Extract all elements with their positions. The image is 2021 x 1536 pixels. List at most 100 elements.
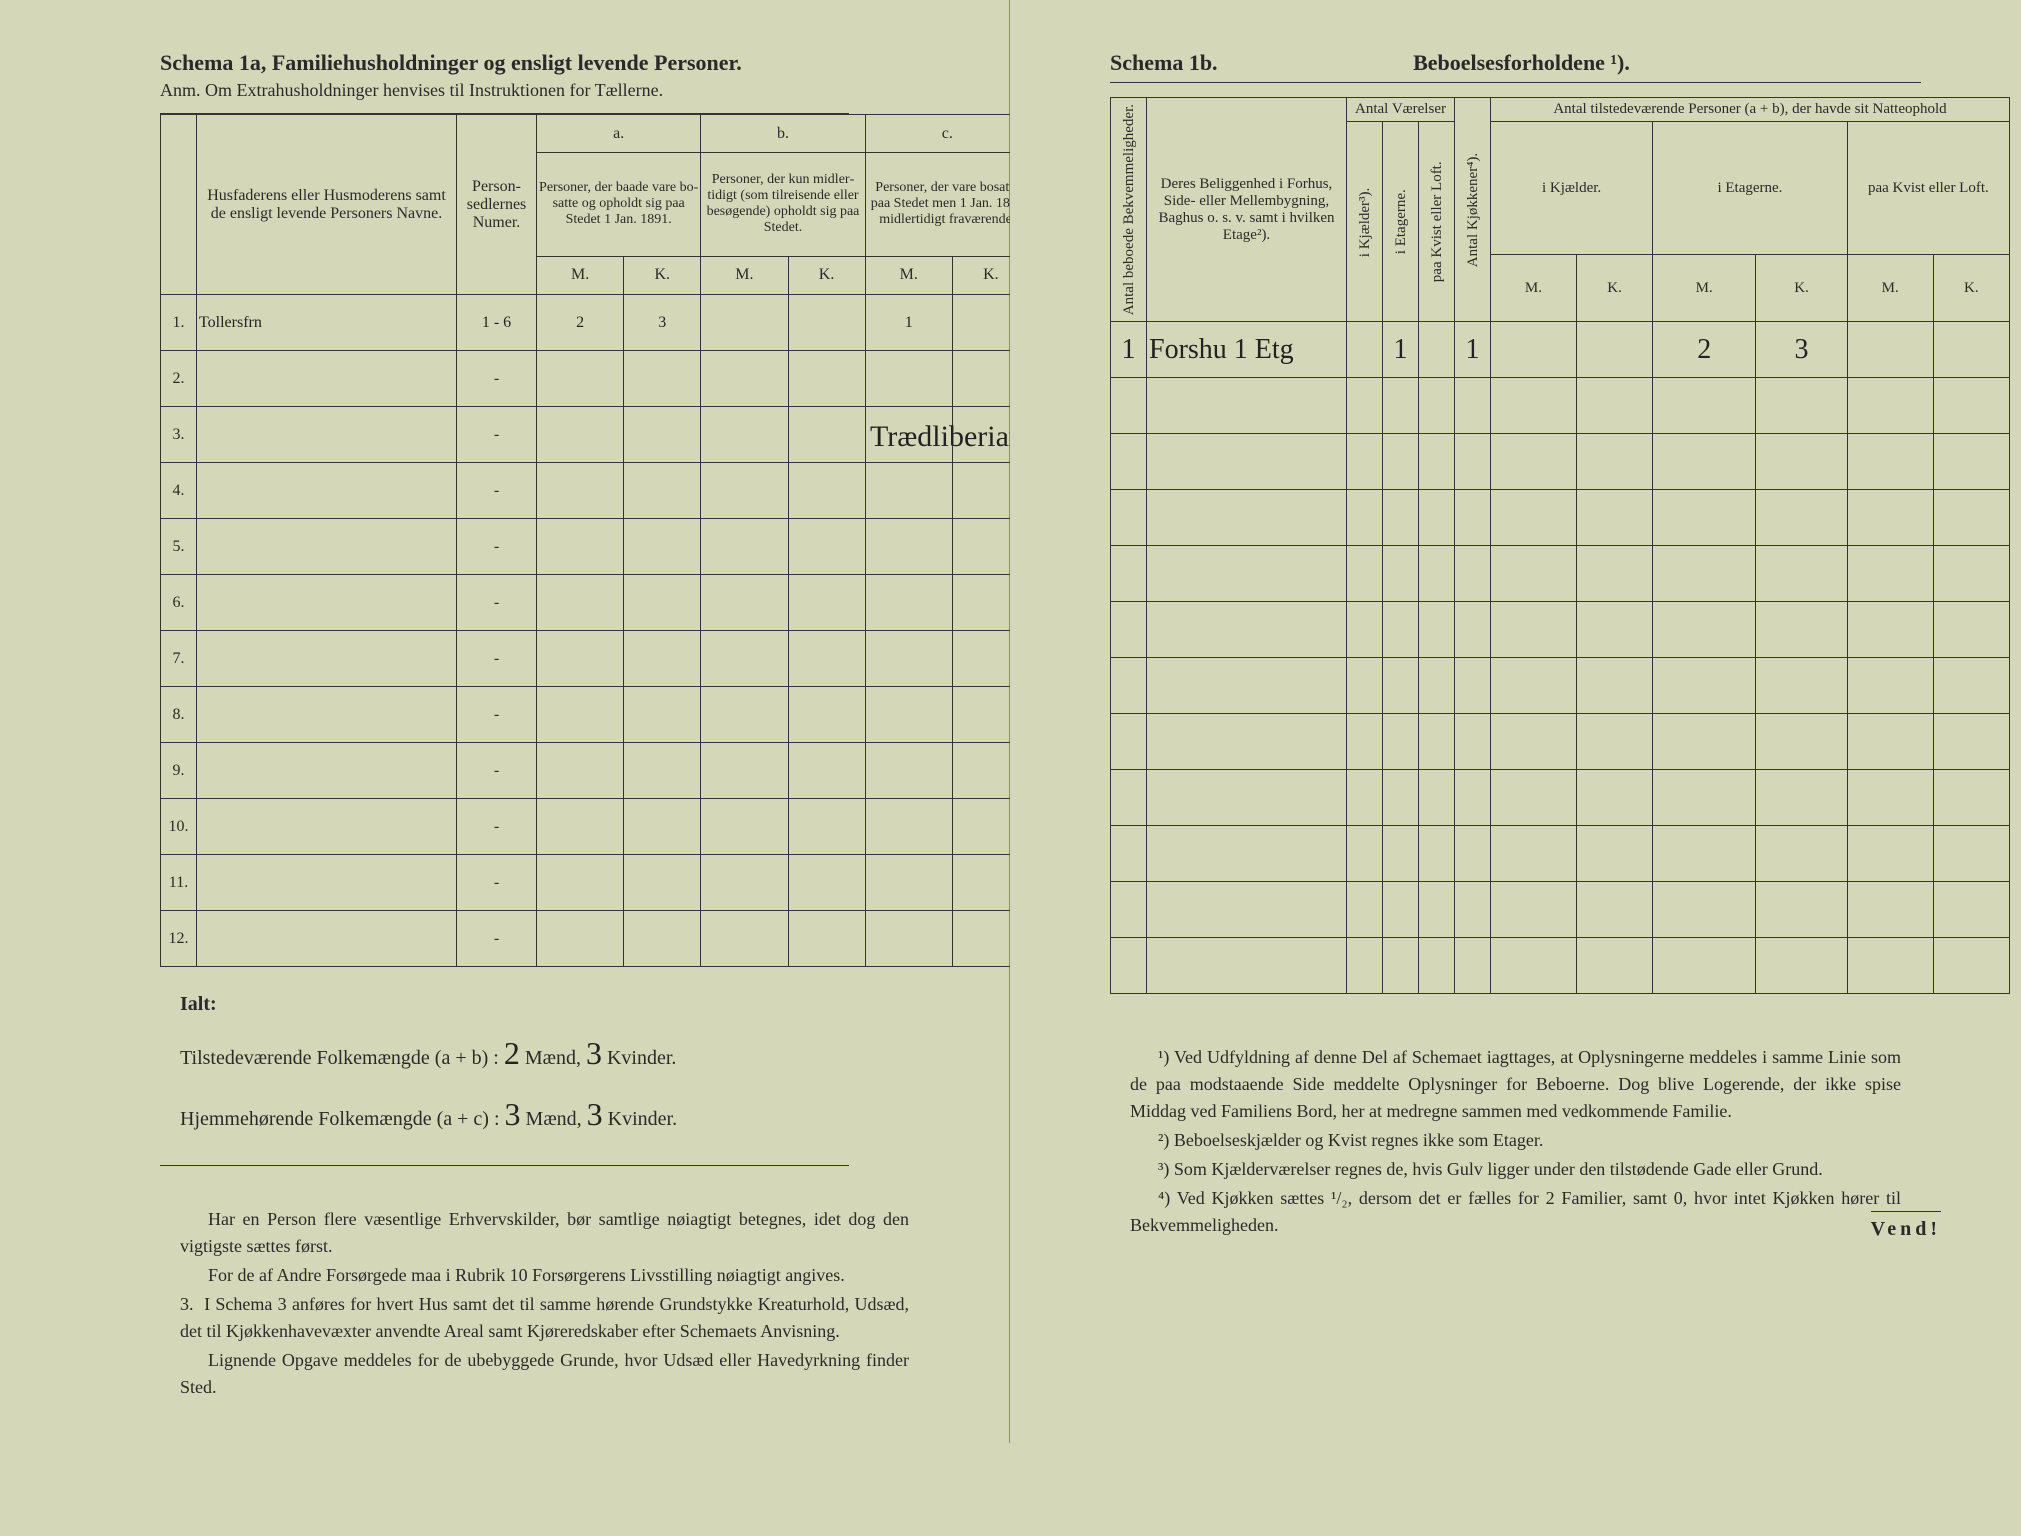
col-belig: Deres Beliggenhed i Forhus, Side- eller … [1147,98,1347,322]
cell-vaer-kv [1419,770,1455,826]
line1-kvinder: 3 [586,1035,602,1071]
cell-nat-kj-m [1491,490,1577,546]
table-body: 1.Tollersfrn1 - 62312.-3.-4.-5.-6.-7.-8.… [161,295,1030,967]
cell-nat-kj-m [1491,826,1577,882]
table-body-r: 1Forshu 1 Etg1123 [1111,322,2010,994]
cell-vaer-kj [1347,490,1383,546]
line2-maend: 3 [505,1096,521,1132]
line1-maend: 2 [504,1035,520,1071]
cell-vaer-kj [1347,826,1383,882]
cell-a-k [624,631,701,687]
row-num: 8. [161,687,197,743]
cell-b-k [788,911,865,967]
cell-b-m [701,463,788,519]
row-num: 11. [161,855,197,911]
cell-nat-kv-k [1933,322,2009,378]
row-num: 2. [161,351,197,407]
cell-belig: Forshu 1 Etg [1147,322,1347,378]
cell-nat-kj-m [1491,882,1577,938]
cell-numer: - [457,743,537,799]
cell-nat-et-m [1653,770,1756,826]
cell-nat-et-k [1756,882,1847,938]
cell-a-k [624,351,701,407]
note-r1: ¹) Ved Udfyldning af denne Del af Schema… [1130,1044,1901,1125]
cell-nat-et-k [1756,490,1847,546]
table-row: 10.- [161,799,1030,855]
cell-belig [1147,938,1347,994]
cell-numer: - [457,575,537,631]
table-row: 7.- [161,631,1030,687]
cell-kjok [1455,490,1491,546]
cell-a-m [537,799,624,855]
table-row [1111,826,2010,882]
cell-vaer-et [1383,938,1419,994]
cell-nat-kv-k [1933,546,2009,602]
cell-b-m [701,519,788,575]
schema-1b-table: Antal beboede Bekvemmeligheder. Deres Be… [1110,97,2010,994]
cell-nat-kj-k [1576,938,1652,994]
cell-nat-et-k [1756,658,1847,714]
cell-belig [1147,378,1347,434]
cell-name [197,351,457,407]
col-a-label: a. [537,115,701,153]
note-p1: Har en Person flere væsentlige Erhvervsk… [180,1206,909,1260]
cell-vaer-kv [1419,826,1455,882]
row-num: 5. [161,519,197,575]
cell-nat-kv-k [1933,658,2009,714]
nat-et-m: M. [1653,255,1756,322]
cell-belig [1147,770,1347,826]
table-row [1111,602,2010,658]
cell-nat-kv-m [1847,322,1933,378]
col-b-label: b. [701,115,865,153]
cell-nat-kj-k [1576,322,1652,378]
table-row [1111,378,2010,434]
table-row: 5.- [161,519,1030,575]
table-row: 9.- [161,743,1030,799]
note-r2: ²) Beboelseskjælder og Kvist regnes ikke… [1130,1127,1901,1154]
cell-c-m [865,351,952,407]
cell-name [197,743,457,799]
row-num: 7. [161,631,197,687]
cell-nat-kj-m [1491,322,1577,378]
cell-nat-kv-m [1847,602,1933,658]
table-row [1111,490,2010,546]
schema-1b-subtitle: Beboelsesforholdene ¹). [1413,50,1630,75]
cell-b-m [701,351,788,407]
cell-numer: 1 - 6 [457,295,537,351]
cell-a-k [624,687,701,743]
cell-nat-kv-m [1847,770,1933,826]
cell-nat-kv-m [1847,658,1933,714]
cell-vaer-kv [1419,714,1455,770]
cell-c-m: 1 [865,295,952,351]
cell-nat-et-m [1653,826,1756,882]
cell-name [197,631,457,687]
col-b-k: K. [788,256,865,294]
cell-bek [1111,882,1147,938]
col-antal-kjok: Antal Kjøkkener⁴). [1455,98,1491,322]
table-row: 2.- [161,351,1030,407]
right-notes: ¹) Ved Udfyldning af denne Del af Schema… [1130,1044,1901,1239]
table-row [1111,714,2010,770]
cell-nat-kv-m [1847,826,1933,882]
col-c-label: c. [865,115,1029,153]
cell-nat-et-m [1653,714,1756,770]
cell-numer: - [457,911,537,967]
cell-nat-kv-m [1847,378,1933,434]
cell-kjok [1455,770,1491,826]
cell-numer: - [457,407,537,463]
cell-nat-kv-k [1933,770,2009,826]
cell-nat-kv-m [1847,714,1933,770]
table-row [1111,434,2010,490]
schema-1a-table: Husfaderens eller Husmode­rens samt de e… [160,114,1030,967]
table-row [1111,938,2010,994]
cell-nat-kv-k [1933,882,2009,938]
cell-vaer-et [1383,546,1419,602]
cell-a-k [624,575,701,631]
cell-nat-et-k [1756,714,1847,770]
cell-c-m [865,463,952,519]
note-p2: For de af Andre Forsørgede maa i Rubrik … [180,1262,909,1289]
cell-vaer-et [1383,714,1419,770]
cell-name [197,463,457,519]
cell-numer: - [457,463,537,519]
cell-nat-et-m [1653,434,1756,490]
